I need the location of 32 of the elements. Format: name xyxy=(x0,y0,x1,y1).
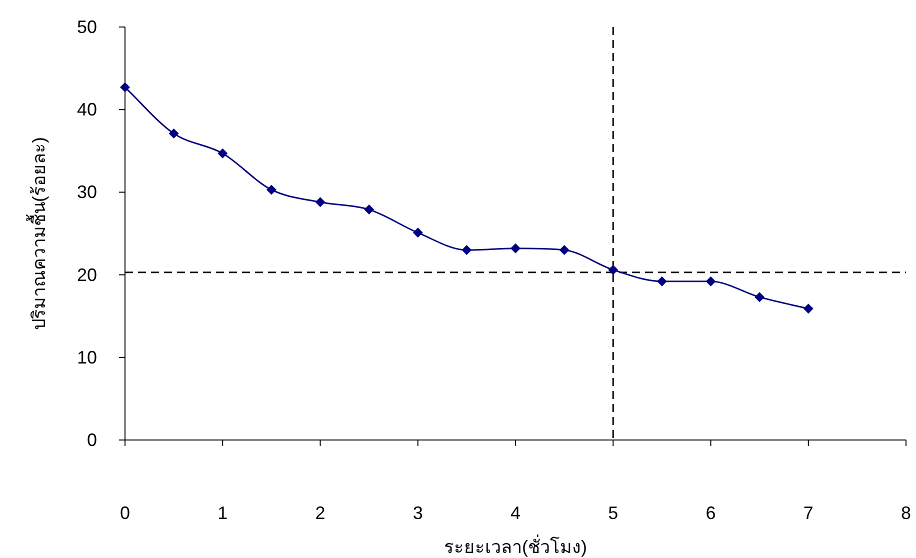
point xyxy=(754,292,765,302)
y-tick-label: 40 xyxy=(76,100,97,120)
point xyxy=(559,245,570,256)
x-tick-label: 0 xyxy=(120,503,130,523)
point xyxy=(803,304,814,314)
y-tick-label: 0 xyxy=(86,430,97,450)
point xyxy=(656,276,667,286)
y-axis-title: ปริมาณความชื้น(ร้อยละ) xyxy=(26,137,49,330)
x-axis-title: ระยะเวลา(ชั่วโมง) xyxy=(444,534,587,557)
point xyxy=(706,276,716,286)
x-tick-label: 7 xyxy=(803,503,814,523)
point xyxy=(315,197,326,208)
point xyxy=(218,148,228,158)
point xyxy=(168,128,179,139)
x-tick-label: 4 xyxy=(510,503,521,523)
x-tick-label: 1 xyxy=(218,503,228,523)
x-tick-label: 5 xyxy=(608,503,618,523)
point xyxy=(510,243,520,254)
x-tick-label: 6 xyxy=(706,503,716,523)
y-tick-label: 50 xyxy=(76,17,97,37)
x-tick-label: 8 xyxy=(900,503,912,523)
point xyxy=(266,184,276,195)
point xyxy=(364,204,374,215)
point xyxy=(608,264,618,275)
x-tick-label: 3 xyxy=(412,503,423,523)
point xyxy=(120,82,130,92)
y-tick-label: 20 xyxy=(76,264,97,285)
y-tick-label: 30 xyxy=(76,182,97,202)
x-tick-label: 2 xyxy=(315,503,326,523)
y-tick-label: 10 xyxy=(76,347,97,368)
point xyxy=(462,245,472,256)
point xyxy=(412,228,423,238)
